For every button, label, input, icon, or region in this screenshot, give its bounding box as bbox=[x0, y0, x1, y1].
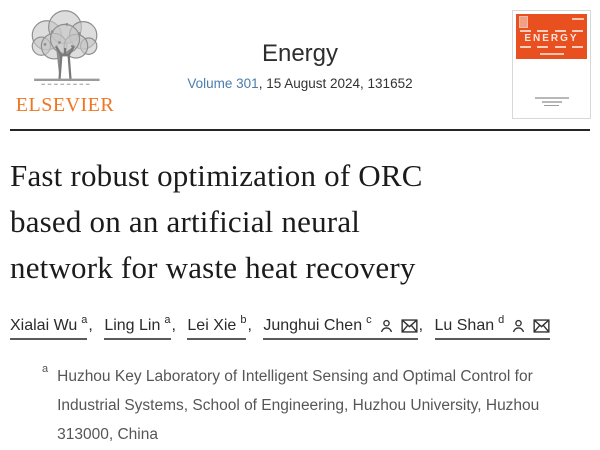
cover-editors-row bbox=[520, 30, 583, 32]
cover-subtitle-line bbox=[539, 53, 564, 55]
author-name: Lei Xie bbox=[187, 317, 237, 334]
affiliation: a Huzhou Key Laboratory of Intelligent S… bbox=[42, 362, 578, 449]
person-icon bbox=[379, 318, 394, 334]
author-name: Junghui Chen bbox=[263, 317, 363, 334]
author-separator: , bbox=[88, 317, 93, 334]
title-line: based on an artificial neural bbox=[10, 204, 361, 239]
header-divider bbox=[10, 129, 590, 131]
cover-band: ENERGY bbox=[516, 14, 587, 59]
cover-editors-row bbox=[520, 46, 583, 48]
author-link-junghui-chen[interactable]: Junghui Chen c bbox=[263, 314, 418, 340]
author-link-ling-lin[interactable]: Ling Lin a bbox=[104, 314, 171, 340]
affiliation-sup: a bbox=[42, 363, 49, 375]
cover-volume-text bbox=[572, 18, 584, 20]
journal-banner: ELSEVIER Energy Volume 301, 15 August 20… bbox=[0, 0, 600, 129]
elsevier-logo[interactable]: ELSEVIER bbox=[12, 8, 118, 117]
elsevier-wordmark: ELSEVIER bbox=[15, 94, 115, 116]
author-affiliation-sup: b bbox=[240, 314, 247, 326]
title-line: network for waste heat recovery bbox=[10, 250, 416, 285]
cover-publisher-mark bbox=[519, 16, 528, 28]
author-link-lu-shan[interactable]: Lu Shan d bbox=[434, 314, 551, 340]
person-icon bbox=[511, 318, 526, 334]
journal-cover-thumbnail[interactable]: ENERGY bbox=[512, 10, 591, 119]
author-name: Xialai Wu bbox=[10, 317, 78, 334]
author-link-xialai-wu[interactable]: Xialai Wu a bbox=[10, 314, 88, 340]
cover-title: ENERGY bbox=[524, 33, 579, 44]
journal-info: Energy Volume 301, 15 August 2024, 13165… bbox=[130, 40, 470, 91]
article-title: Fast robust optimization of ORC based on… bbox=[10, 153, 588, 291]
author-affiliation-sup: a bbox=[164, 314, 171, 326]
author-separator: , bbox=[247, 317, 252, 334]
cover-footer-text bbox=[513, 97, 590, 106]
email-icon bbox=[401, 319, 418, 333]
author-separator: , bbox=[171, 317, 176, 334]
journal-title[interactable]: Energy bbox=[261, 40, 339, 67]
title-line: Fast robust optimization of ORC bbox=[10, 158, 423, 193]
author-affiliation-sup: a bbox=[81, 314, 88, 326]
author-name: Ling Lin bbox=[104, 317, 161, 334]
affiliation-text: Huzhou Key Laboratory of Intelligent Sen… bbox=[57, 368, 540, 443]
author-name: Lu Shan bbox=[434, 317, 495, 334]
issue-line: Volume 301, 15 August 2024, 131652 bbox=[130, 76, 470, 91]
volume-link[interactable]: Volume 301 bbox=[187, 75, 259, 91]
author-link-lei-xie[interactable]: Lei Xie b bbox=[187, 314, 247, 340]
author-list: Xialai Wu a, Ling Lin a, Lei Xie b, Junghui… bbox=[10, 314, 600, 340]
email-icon bbox=[533, 319, 550, 333]
issue-info: , 15 August 2024, 131652 bbox=[258, 75, 413, 91]
author-separator: , bbox=[418, 317, 424, 334]
author-affiliation-sup: d bbox=[498, 314, 505, 326]
elsevier-tree-icon bbox=[31, 10, 100, 86]
author-affiliation-sup: c bbox=[366, 314, 372, 326]
